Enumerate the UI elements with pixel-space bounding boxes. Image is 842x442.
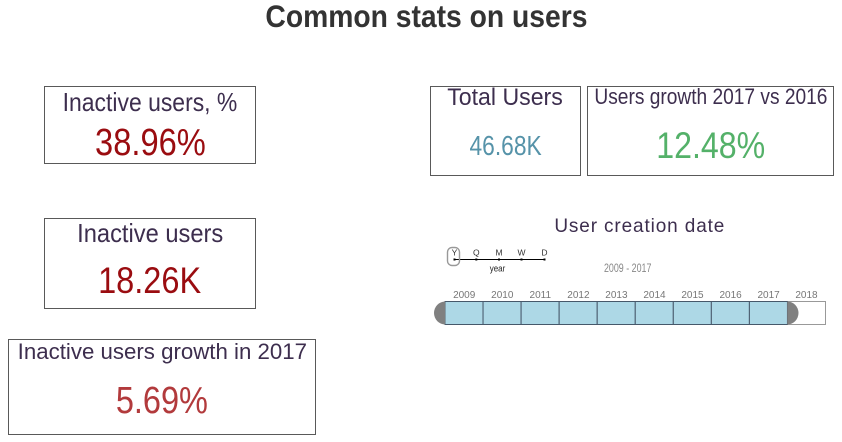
svg-text:2013: 2013 — [605, 290, 628, 301]
svg-text:M: M — [495, 248, 502, 258]
svg-text:2015: 2015 — [681, 290, 704, 301]
svg-text:2017: 2017 — [757, 290, 780, 301]
svg-text:2016: 2016 — [719, 290, 742, 301]
svg-text:2018: 2018 — [795, 290, 818, 301]
svg-text:2009: 2009 — [453, 290, 476, 301]
svg-text:Q: Q — [473, 248, 480, 258]
svg-text:2011: 2011 — [530, 290, 552, 301]
svg-text:2014: 2014 — [643, 290, 666, 301]
svg-text:Y: Y — [452, 248, 458, 258]
svg-text:2010: 2010 — [491, 290, 514, 301]
svg-text:year: year — [490, 264, 506, 274]
svg-text:W: W — [517, 248, 525, 258]
svg-text:2012: 2012 — [567, 290, 590, 301]
svg-text:D: D — [541, 248, 547, 258]
